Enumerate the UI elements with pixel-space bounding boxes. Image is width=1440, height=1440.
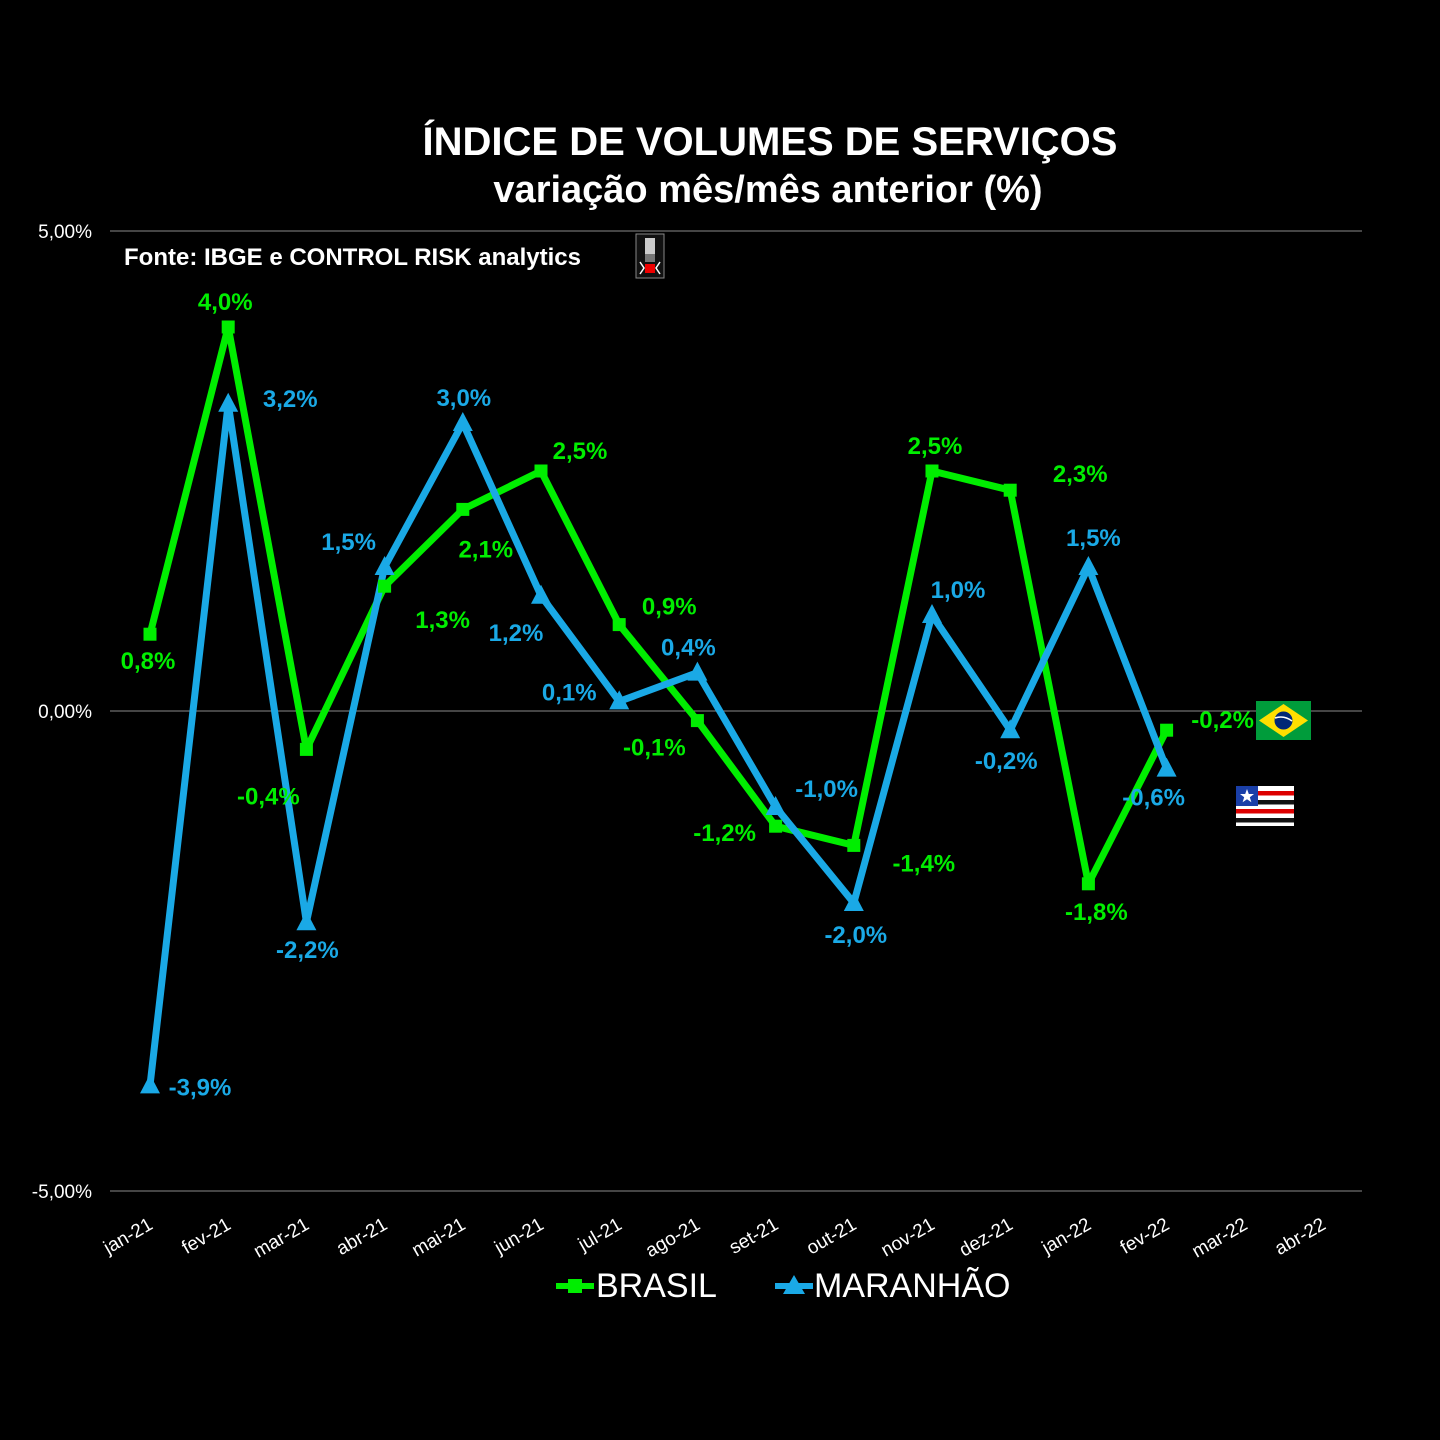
data-point-brasil bbox=[847, 838, 861, 852]
data-label-maranhao: 1,5% bbox=[321, 529, 376, 556]
data-point-maranhao bbox=[374, 556, 395, 575]
data-label-maranhao: 1,5% bbox=[1066, 525, 1121, 552]
legend: BRASIL MARANHÃO bbox=[556, 1267, 1010, 1305]
y-tick-label: 0,00% bbox=[38, 702, 92, 723]
brazil-flag-icon bbox=[1256, 701, 1311, 740]
data-point-brasil bbox=[299, 742, 313, 756]
y-axis-ticks: 5,00% 0,00% -5,00% bbox=[32, 222, 92, 1203]
data-label-brasil: -1,8% bbox=[1065, 899, 1128, 926]
data-point-brasil bbox=[925, 464, 939, 478]
legend-label-maranhao: MARANHÃO bbox=[814, 1267, 1010, 1305]
data-point-brasil bbox=[1160, 723, 1174, 737]
data-label-maranhao: 3,0% bbox=[436, 385, 491, 412]
data-point-brasil bbox=[612, 618, 626, 632]
data-label-brasil: -0,2% bbox=[1191, 707, 1254, 734]
data-point-maranhao bbox=[140, 1074, 160, 1094]
data-point-maranhao bbox=[843, 892, 864, 911]
data-label-maranhao: -1,0% bbox=[795, 776, 858, 803]
data-point-brasil bbox=[378, 579, 392, 593]
data-point-maranhao bbox=[1000, 719, 1021, 739]
data-point-brasil bbox=[221, 320, 235, 334]
data-label-maranhao: -0,6% bbox=[1122, 785, 1185, 812]
data-label-brasil: 2,5% bbox=[908, 433, 963, 460]
maranhao-flag-icon bbox=[1236, 786, 1294, 826]
control-risk-logo-icon bbox=[635, 233, 665, 279]
source-note: Fonte: IBGE e CONTROL RISK analytics bbox=[124, 244, 581, 271]
data-label-brasil: -1,2% bbox=[693, 820, 756, 847]
series-line-maranhao bbox=[146, 400, 1171, 1089]
data-point-maranhao bbox=[296, 911, 317, 931]
data-label-maranhao: -0,2% bbox=[975, 748, 1038, 775]
data-label-maranhao: 3,2% bbox=[263, 386, 318, 413]
y-tick-label: 5,00% bbox=[38, 222, 92, 243]
data-point-maranhao bbox=[1156, 757, 1177, 777]
data-label-brasil: 0,9% bbox=[642, 594, 697, 621]
data-label-brasil: 1,3% bbox=[415, 607, 470, 634]
y-tick-label: -5,00% bbox=[32, 1182, 92, 1203]
data-label-brasil: 0,8% bbox=[121, 648, 176, 675]
data-label-brasil: 4,0% bbox=[198, 289, 253, 316]
legend-item-brasil: BRASIL bbox=[556, 1267, 717, 1305]
data-label-maranhao: -3,9% bbox=[169, 1074, 232, 1101]
data-labels: 0,8% 4,0% -0,4% 1,3% 2,1% 2,5% 0,9% -0,1% -1,2% -… bbox=[121, 289, 1254, 1101]
data-label-brasil: 2,3% bbox=[1053, 461, 1108, 488]
data-point-maranhao bbox=[452, 412, 473, 431]
data-label-brasil: -0,1% bbox=[623, 735, 686, 762]
data-point-maranhao bbox=[609, 690, 630, 710]
data-point-maranhao bbox=[531, 584, 551, 604]
data-point-maranhao bbox=[765, 796, 786, 815]
data-point-maranhao bbox=[687, 661, 708, 681]
chart-subtitle: variação mês/mês anterior (%) bbox=[493, 169, 1042, 211]
chart-title: ÍNDICE DE VOLUMES DE SERVIÇOS bbox=[423, 119, 1118, 164]
data-label-brasil: -0,4% bbox=[237, 783, 300, 810]
data-point-brasil bbox=[456, 502, 470, 516]
data-point-maranhao bbox=[922, 604, 942, 623]
data-point-brasil bbox=[1003, 483, 1017, 497]
data-label-brasil: 2,5% bbox=[553, 438, 608, 465]
data-label-maranhao: 0,1% bbox=[542, 679, 597, 706]
data-point-brasil bbox=[1081, 877, 1095, 891]
data-point-maranhao bbox=[218, 392, 239, 412]
series-line-brasil bbox=[146, 323, 1171, 888]
data-label-brasil: -1,4% bbox=[892, 850, 955, 877]
data-label-brasil: 2,1% bbox=[458, 536, 513, 563]
data-label-maranhao: 1,0% bbox=[931, 577, 986, 604]
data-point-brasil bbox=[534, 464, 548, 478]
data-point-brasil bbox=[690, 714, 704, 728]
data-label-maranhao: 0,4% bbox=[661, 635, 716, 662]
legend-item-maranhao: MARANHÃO bbox=[775, 1267, 1010, 1305]
legend-label-brasil: BRASIL bbox=[596, 1267, 717, 1305]
data-point-brasil bbox=[143, 627, 157, 641]
data-label-maranhao: 1,2% bbox=[489, 620, 544, 647]
data-label-maranhao: -2,0% bbox=[824, 922, 887, 949]
data-label-maranhao: -2,2% bbox=[276, 937, 339, 964]
data-point-maranhao bbox=[1078, 556, 1099, 575]
data-point-brasil bbox=[769, 819, 783, 833]
gridlines bbox=[110, 230, 1362, 1192]
series-layer bbox=[140, 320, 1177, 1094]
